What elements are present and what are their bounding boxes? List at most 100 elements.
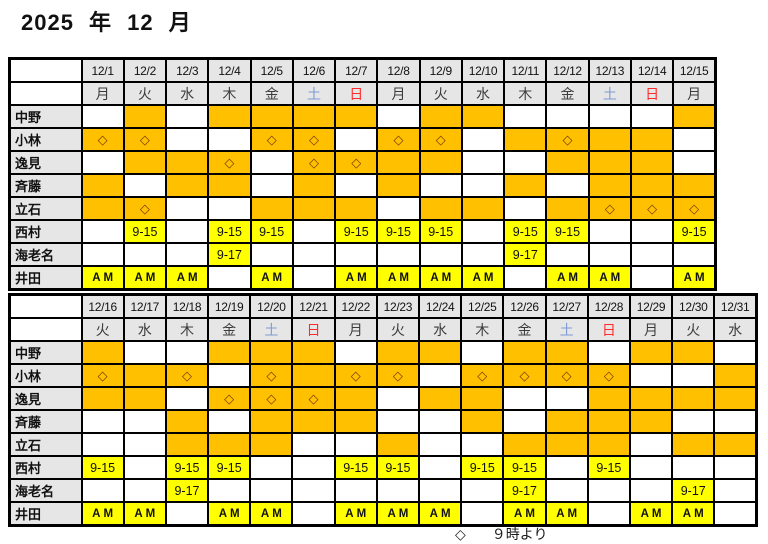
- staff-row: 斉藤: [8, 409, 758, 434]
- day-header: 土: [249, 317, 294, 342]
- schedule-cell: ◇: [291, 150, 337, 175]
- staff-row: 西村 9-15 9-15 9-15 9-15 9-15 9-15 9-15 9-15 9-15: [8, 219, 717, 244]
- date-header: 12/23: [375, 293, 421, 319]
- schedule-cell: [460, 501, 505, 527]
- schedule-cell: ◇: [122, 127, 168, 152]
- schedule-cell: [165, 173, 210, 198]
- schedule-cell: [544, 432, 589, 457]
- schedule-cell: [629, 265, 675, 291]
- schedule-cell: [122, 173, 168, 198]
- schedule-cell: [207, 127, 252, 152]
- schedule-cell: [333, 386, 378, 411]
- date-header: 12/17: [122, 293, 167, 319]
- schedule-cell: [417, 363, 463, 388]
- schedule-cell: [587, 242, 632, 267]
- schedule-cell: [460, 242, 506, 267]
- schedule-cell: ◇: [80, 363, 125, 388]
- schedule-cell: [165, 242, 210, 267]
- schedule-cell: AM: [375, 501, 421, 527]
- schedule-cell: [628, 340, 674, 365]
- schedule-cell: [80, 386, 125, 411]
- schedule-cell: [291, 219, 337, 244]
- date-header: 12/7: [334, 57, 379, 83]
- schedule-cell: 9-17: [207, 242, 252, 267]
- schedule-cell: [207, 409, 252, 434]
- schedule-cell: [334, 173, 379, 198]
- day-header: 金: [502, 317, 547, 342]
- day-header: 火: [80, 317, 125, 342]
- day-header: 木: [207, 81, 252, 106]
- schedule-cell: [460, 409, 505, 434]
- day-header: 月: [628, 317, 674, 342]
- schedule-cell: AM: [376, 265, 421, 291]
- schedule-cell: AM: [671, 501, 716, 527]
- date-header: 12/28: [586, 293, 631, 319]
- staff-row: 西村 9-15 9-15 9-15 9-15 9-15 9-15 9-15 9-15: [8, 455, 758, 480]
- staff-row: 逸見 ◇ ◇ ◇: [8, 150, 717, 175]
- day-header: 水: [713, 317, 758, 342]
- schedule-cell: [334, 104, 379, 129]
- schedule-cell: [376, 104, 421, 129]
- schedule-cell: AM: [545, 265, 590, 291]
- day-header: 金: [207, 317, 252, 342]
- schedule-cell: [545, 173, 590, 198]
- schedule-cell: [417, 455, 463, 480]
- date-header: 12/30: [671, 293, 716, 319]
- schedule-cell: 9-15: [375, 455, 421, 480]
- schedule-cell: AM: [587, 265, 632, 291]
- date-header: 12/2: [122, 57, 168, 83]
- staff-name: 西村: [8, 455, 83, 480]
- schedule-cell: [586, 478, 631, 503]
- schedule-cell: AM: [333, 501, 378, 527]
- schedule-cell: [418, 242, 463, 267]
- schedule-cell: [249, 242, 294, 267]
- schedule-cell: [460, 432, 505, 457]
- staff-name: 立石: [8, 196, 83, 221]
- schedule-cell: 9-15: [502, 455, 547, 480]
- day-header: 日: [629, 81, 675, 106]
- schedule-cell: [165, 196, 210, 221]
- schedule-cell: [122, 432, 167, 457]
- schedule-cell: 9-15: [333, 455, 378, 480]
- date-header: 12/11: [503, 57, 548, 83]
- schedule-cell: 9-15: [503, 219, 548, 244]
- date-header: 12/21: [291, 293, 336, 319]
- schedule-cell: [713, 501, 758, 527]
- schedule-cell: 9-17: [671, 478, 716, 503]
- schedule-cell: AM: [418, 265, 463, 291]
- schedule-cell: ◇: [207, 386, 252, 411]
- schedule-cell: 9-17: [164, 478, 210, 503]
- schedule-cell: [460, 127, 506, 152]
- day-header: 火: [418, 81, 463, 106]
- schedule-cell: [544, 386, 589, 411]
- schedule-cell: [417, 409, 463, 434]
- schedule-table-first-half: 12/1 12/2 12/3 12/4 12/5 12/6 12/7 12/8 12/9 12/1…: [8, 57, 717, 291]
- staff-row: 井田 AM AM AM AM AM AM AM AM AM AM AM: [8, 265, 717, 291]
- schedule-cell: [586, 409, 631, 434]
- schedule-cell: [502, 432, 547, 457]
- staff-row: 小林 ◇ ◇ ◇ ◇ ◇ ◇ ◇: [8, 127, 717, 152]
- schedule-cell: [80, 196, 125, 221]
- schedule-cell: [587, 150, 632, 175]
- schedule-cell: 9-15: [207, 219, 252, 244]
- schedule-cell: [249, 478, 294, 503]
- schedule-cell: ◇: [80, 127, 125, 152]
- schedule-cell: [587, 173, 632, 198]
- staff-row: 海老名 9-17 9-17 9-17: [8, 478, 758, 503]
- day-header: 土: [544, 317, 589, 342]
- schedule-cell: [503, 127, 548, 152]
- legend-note: ◇ ９時より: [455, 524, 548, 544]
- legend-text: ９時より: [491, 526, 548, 542]
- schedule-cell: ◇: [122, 196, 168, 221]
- schedule-cell: [629, 242, 675, 267]
- diamond-icon: ◇: [455, 526, 466, 542]
- date-header: 12/3: [165, 57, 210, 83]
- date-header: 12/10: [460, 57, 506, 83]
- date-header: 12/29: [628, 293, 674, 319]
- schedule-cell: 9-17: [503, 242, 548, 267]
- staff-row: 海老名 9-17 9-17: [8, 242, 717, 267]
- schedule-cell: 9-15: [207, 455, 252, 480]
- schedule-cell: [460, 150, 506, 175]
- schedule-cell: [291, 432, 336, 457]
- schedule-cell: [544, 455, 589, 480]
